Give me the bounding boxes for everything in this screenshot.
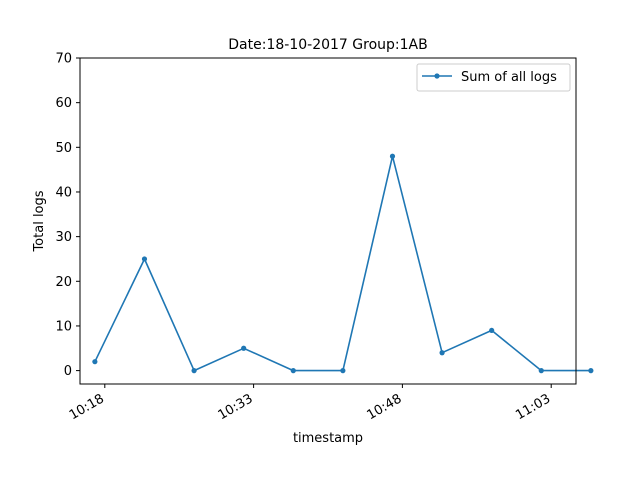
y-tick-label: 50 — [55, 141, 72, 156]
y-tick-label: 10 — [55, 319, 72, 334]
series-line — [94, 155, 591, 372]
legend-entry-label: Sum of all logs — [461, 70, 557, 85]
plot-series — [92, 153, 594, 374]
y-tick-label: 0 — [64, 364, 72, 379]
x-tick-label: 10:18 — [67, 391, 107, 423]
data-point — [588, 368, 594, 374]
y-tick-label: 70 — [55, 52, 72, 67]
legend-marker-swatch — [434, 73, 440, 79]
data-point — [191, 368, 197, 374]
data-point — [340, 368, 346, 374]
y-tick-label: 20 — [55, 275, 72, 290]
y-tick-label: 40 — [55, 185, 72, 200]
x-axis-ticks: 10:18 10:33 10:48 11:03 — [67, 384, 553, 423]
x-tick-label: 10:33 — [216, 391, 256, 423]
y-tick-label: 30 — [55, 230, 72, 245]
data-point — [389, 153, 396, 159]
data-point — [92, 359, 98, 365]
data-point — [290, 368, 296, 374]
x-axis-label: timestamp — [293, 431, 363, 446]
plot-area-frame — [79, 57, 577, 385]
data-point — [439, 350, 445, 356]
chart-title: Date:18-10-2017 Group:1AB — [228, 37, 427, 53]
y-axis-ticks: 0 10 20 30 40 50 60 70 — [55, 52, 80, 379]
y-axis-label: Total logs — [32, 190, 47, 252]
data-point — [489, 327, 495, 334]
x-tick-label: 11:03 — [513, 391, 553, 423]
y-tick-label: 60 — [55, 96, 72, 111]
legend: Sum of all logs — [416, 63, 571, 92]
data-point — [241, 345, 247, 351]
legend-box — [416, 63, 571, 92]
data-point — [538, 368, 544, 374]
x-tick-label: 10:48 — [364, 391, 404, 423]
data-point — [141, 256, 148, 262]
